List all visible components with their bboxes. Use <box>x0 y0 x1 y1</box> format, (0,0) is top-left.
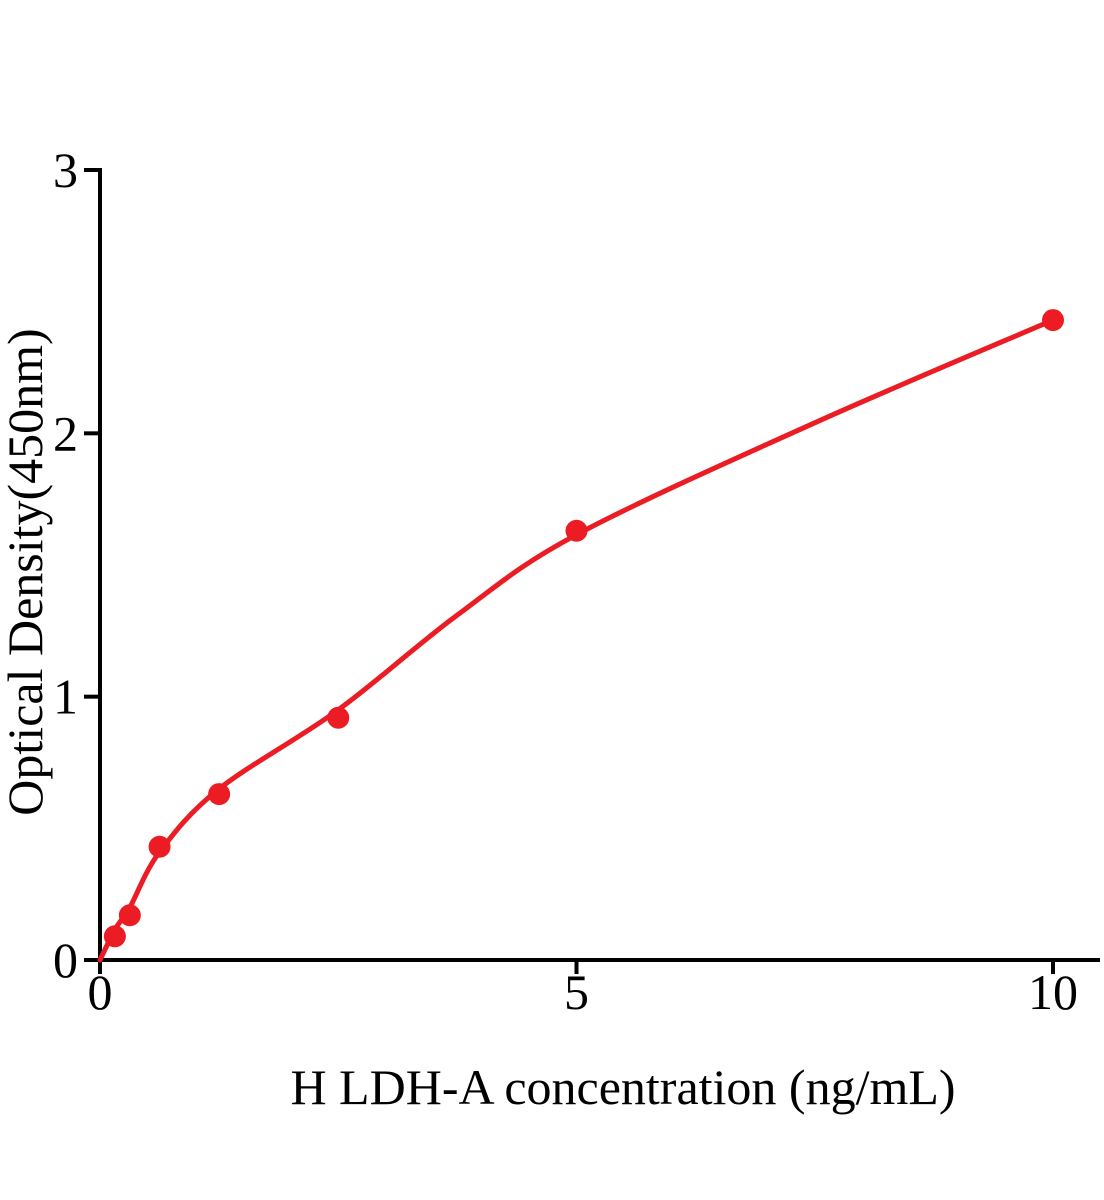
y-axis-title: Optical Density(450nm) <box>0 328 53 815</box>
data-point <box>208 783 231 806</box>
data-point <box>327 706 350 729</box>
x-tick-label: 10 <box>1028 964 1078 1020</box>
x-tick-label: 0 <box>88 964 113 1020</box>
data-point <box>148 835 171 858</box>
y-tick-label: 3 <box>53 142 78 198</box>
y-tick-label: 1 <box>53 669 78 725</box>
axes-layer: 0 1 2 3 0 5 10 <box>53 142 1100 1020</box>
plot-layer <box>97 309 1064 963</box>
x-tick-label: 5 <box>564 964 589 1020</box>
y-tick-label: 2 <box>53 405 78 461</box>
data-point <box>103 925 126 948</box>
x-axis-title: H LDH-A concentration (ng/mL) <box>290 1059 955 1115</box>
data-point <box>565 519 588 542</box>
fit-curve <box>97 317 1056 963</box>
data-point <box>1042 309 1064 332</box>
data-point <box>118 904 141 927</box>
y-tick-label: 0 <box>53 932 78 988</box>
